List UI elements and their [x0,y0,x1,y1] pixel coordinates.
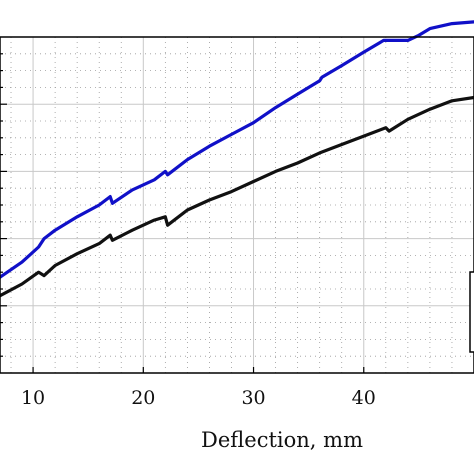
x-tick-label: 20 [131,387,155,409]
x-tick-labels: 10 20 30 40 [21,387,376,409]
series-line-2 [0,95,474,298]
x-tick-label: 40 [352,387,376,409]
x-axis-title: Deflection, mm [201,428,363,452]
major-grid [0,37,474,373]
series-line-1 [0,20,474,279]
x-tick-label: 30 [241,387,265,409]
plot-frame [0,36,474,374]
series-layer [0,20,474,298]
x-tick-label: 10 [21,387,45,409]
legend-box [469,271,474,353]
axis-ticks [0,53,365,373]
minor-grid [0,37,474,373]
